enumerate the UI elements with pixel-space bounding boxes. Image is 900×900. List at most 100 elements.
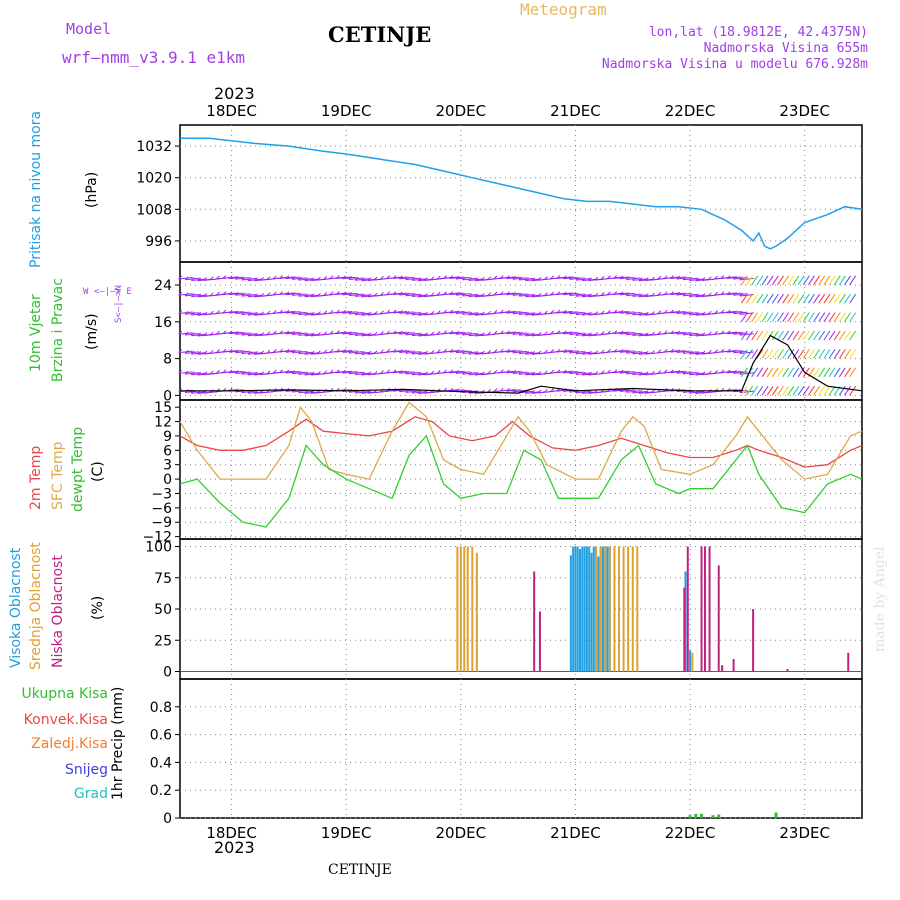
wind-arrow-head xyxy=(417,277,422,282)
y-tick-label: 0 xyxy=(163,665,172,681)
wind-arrow-head xyxy=(266,276,271,280)
wind-arrow-head xyxy=(588,311,592,316)
wind-arrow-head xyxy=(518,292,523,297)
wind-arrow-head xyxy=(682,331,687,336)
wind-arrow-head xyxy=(329,309,334,314)
wind-arrow xyxy=(676,332,691,335)
y-tick-label: 0 xyxy=(163,388,172,404)
wind-arrow xyxy=(733,277,748,280)
wind-arrow-head xyxy=(657,349,662,354)
wind-unit: (m/s) xyxy=(84,313,100,350)
y-tick-label: 996 xyxy=(145,234,172,250)
wind-arrow-head xyxy=(462,350,466,354)
wind-arrow xyxy=(797,330,805,341)
wind-arrow xyxy=(838,367,846,378)
wind-arrow-head xyxy=(625,349,630,354)
wind-arrow xyxy=(828,275,836,286)
model-label: Model xyxy=(66,20,112,38)
wind-arrow-head xyxy=(184,292,189,297)
wind-arrow xyxy=(626,390,641,393)
wind-arrow-head xyxy=(392,309,397,314)
wind-arrow xyxy=(797,275,805,286)
temp-ylabel-b: SFC Temp xyxy=(50,441,66,510)
wind-arrow-head xyxy=(644,332,649,337)
wind-arrow-head xyxy=(594,331,599,336)
wind-arrow-head xyxy=(714,349,718,353)
wind-arrow-head xyxy=(638,311,643,316)
wind-arrow xyxy=(626,332,641,336)
wind-arrow-head xyxy=(367,311,372,316)
wind-arrow xyxy=(802,385,810,396)
wind-arrow-head xyxy=(720,330,725,335)
wind-arrow-head xyxy=(588,293,592,298)
wind-arrow xyxy=(802,367,810,378)
wind-arrow xyxy=(823,385,831,396)
wind-arrow-head xyxy=(651,311,655,315)
wind-arrow xyxy=(235,332,250,335)
wind-arrow-head xyxy=(707,331,712,336)
wind-arrow-head xyxy=(285,291,290,296)
wind-arrow xyxy=(808,312,815,322)
station-title: CETINJE xyxy=(328,22,432,47)
wind-arrow-head xyxy=(449,309,454,314)
wind-arrow-head xyxy=(329,330,334,335)
wind-arrow-head xyxy=(272,349,277,353)
wind-arrow-head xyxy=(367,293,372,298)
wind-arrow xyxy=(782,293,790,304)
wind-arrow xyxy=(184,312,200,315)
cloud-ylabel-b: Srednja Oblacnost xyxy=(28,542,44,670)
wind-arrow-head xyxy=(430,350,435,354)
wind-arrow xyxy=(787,275,795,286)
wind-arrow xyxy=(292,390,307,393)
wind-arrow-head xyxy=(203,293,208,297)
wind-arrow-head xyxy=(569,276,573,280)
wind-arrow-head xyxy=(209,292,214,297)
wind-arrow-head xyxy=(291,310,296,315)
wind-arrow-head xyxy=(386,348,391,353)
wind-arrow xyxy=(828,312,836,322)
wind-arrow-head xyxy=(254,371,258,376)
wind-arrow-head xyxy=(443,275,447,279)
wind-arrow-head xyxy=(197,277,201,282)
wind-arrow-head xyxy=(701,293,706,297)
wind-arrow-head xyxy=(657,275,662,280)
precip-bar xyxy=(700,813,704,818)
wind-arrow xyxy=(399,276,414,280)
wind-arrow-head xyxy=(726,309,731,314)
wind-arrow-head xyxy=(209,331,214,336)
wind-arrow-head xyxy=(632,293,636,297)
wind-arrow-head xyxy=(512,370,517,374)
wind-arrow-head xyxy=(241,370,246,375)
wind-arrow xyxy=(802,293,810,304)
wind-arrow-head xyxy=(644,293,649,298)
wind-arrow-head xyxy=(462,292,466,297)
sfc-temp-line xyxy=(179,401,863,480)
x-tick-label-top: 21DEC xyxy=(550,102,601,120)
wind-arrow-head xyxy=(607,275,611,280)
wind-arrow-head xyxy=(562,309,567,314)
wind-arrow-head xyxy=(682,349,687,354)
wind-arrow-head xyxy=(733,370,737,374)
wind-arrow-head xyxy=(241,292,246,297)
wind-arrow-head xyxy=(638,390,643,394)
wind-arrow-head xyxy=(537,293,542,297)
wind-arrow-head xyxy=(676,349,681,353)
wind-arrow-head xyxy=(487,349,491,354)
wind-arrow-head xyxy=(304,293,309,298)
wind-arrow-head xyxy=(689,293,693,297)
wind-arrow-head xyxy=(392,330,397,335)
wind-arrow xyxy=(823,293,831,304)
wind-arrow-head xyxy=(537,371,542,375)
wind-arrow-head xyxy=(544,370,548,375)
wind-arrow xyxy=(844,293,851,304)
wind-arrow-head xyxy=(676,310,681,314)
wind-arrow xyxy=(292,350,307,354)
wind-arrow xyxy=(739,351,754,355)
wind-arrow-head xyxy=(380,291,384,296)
wind-arrow xyxy=(746,349,753,359)
wind-arrow-head xyxy=(600,310,605,315)
wind-arrow-head xyxy=(707,370,712,375)
wind-arrow xyxy=(619,371,635,374)
wind-arrow-head xyxy=(625,292,630,297)
